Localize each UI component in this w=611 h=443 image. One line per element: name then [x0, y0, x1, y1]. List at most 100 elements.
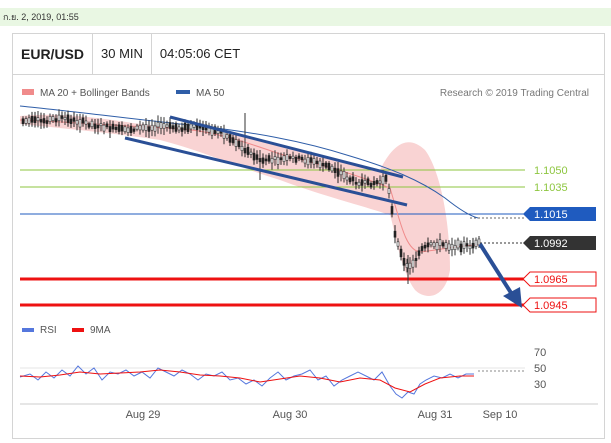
candle-body: [390, 206, 394, 215]
candle-body: [87, 123, 91, 128]
candle-body: [285, 154, 289, 161]
candle-body: [375, 180, 379, 185]
ma9-line: [19, 369, 474, 393]
candle-body: [252, 152, 256, 161]
candle-body: [363, 180, 367, 184]
rsi-legend-label: RSI: [40, 325, 57, 336]
level-label-1035: 1.1035: [534, 182, 568, 194]
header-divider: [13, 74, 604, 75]
candle-body: [114, 126, 118, 130]
level-badge-0965: 1.0965: [522, 271, 597, 287]
candle-body: [453, 245, 457, 250]
candle-body: [183, 122, 187, 131]
candle-body: [27, 117, 31, 124]
candle-body: [270, 158, 274, 164]
candle-body: [411, 259, 415, 268]
candle-body: [318, 160, 322, 169]
candle-body: [234, 139, 238, 147]
candle-body: [276, 156, 280, 165]
candle-body: [186, 123, 190, 132]
bollinger-band: [20, 114, 450, 296]
candle-body: [255, 154, 259, 160]
candle-body: [417, 250, 421, 256]
symbol-label: EUR/USD: [13, 34, 94, 74]
candle-body: [297, 155, 301, 159]
candle-body: [195, 124, 199, 131]
candle-body: [426, 242, 430, 248]
timeframe-label: 30 MIN: [93, 34, 152, 74]
candle-body: [96, 124, 100, 129]
candle-body: [306, 157, 310, 166]
candle-body: [384, 174, 388, 182]
candle-body: [216, 130, 220, 134]
candle-body: [330, 165, 334, 172]
candle-body: [135, 125, 139, 130]
candle-body: [420, 246, 424, 251]
date-text: ก.ย. 2, 2019, 01:55: [3, 12, 79, 22]
candle-body: [294, 156, 298, 163]
candle-body: [261, 157, 265, 164]
candle-body: [429, 242, 433, 246]
x-label-aug30: Aug 30: [273, 409, 308, 421]
candle-body: [369, 183, 373, 188]
rsi-axis-50: 50: [534, 363, 546, 375]
candle-body: [225, 134, 229, 139]
candle-body: [90, 120, 94, 128]
ma50-legend-swatch: [176, 90, 190, 94]
x-label-sep10: Sep 10: [483, 409, 518, 421]
candle-body: [153, 125, 157, 132]
candle-body: [321, 163, 325, 167]
x-label-aug29: Aug 29: [126, 409, 161, 421]
candle-body: [165, 124, 169, 128]
candle-body: [432, 242, 436, 248]
ma20-legend-swatch: [22, 89, 34, 95]
candle-body: [288, 156, 292, 159]
candle-body: [51, 116, 55, 121]
candle-body: [69, 118, 73, 124]
ma9-legend-swatch: [72, 328, 84, 332]
candle-body: [57, 114, 61, 122]
level-badge-0992: 1.0992: [523, 236, 596, 250]
forecast-arrow: [478, 242, 522, 308]
candle-body: [393, 230, 397, 238]
candle-body: [273, 156, 277, 160]
candle-body: [189, 123, 193, 130]
candle-body: [378, 180, 382, 184]
candle-body: [63, 117, 67, 120]
candle-body: [177, 126, 181, 131]
candle-body: [138, 124, 142, 131]
candle-body: [72, 117, 76, 122]
candle-body: [156, 121, 160, 128]
candle-body: [120, 125, 124, 132]
candle-body: [324, 162, 328, 168]
candle-body: [282, 155, 286, 162]
candle-body: [102, 124, 106, 132]
candle-body: [435, 242, 439, 251]
candle-body: [240, 146, 244, 151]
candle-body: [462, 241, 466, 249]
candle-body: [309, 157, 313, 163]
candle-body: [303, 158, 307, 164]
candle-body: [159, 122, 163, 129]
level-label-0992: 1.0992: [534, 238, 568, 250]
candle-body: [162, 123, 166, 129]
candle-body: [360, 179, 364, 186]
candle-body: [78, 119, 82, 128]
candle-body: [468, 245, 472, 250]
candle-body: [423, 244, 427, 249]
candle-body: [228, 134, 232, 143]
level-label-0965: 1.0965: [534, 274, 568, 286]
candle-body: [441, 242, 445, 247]
candle-body: [237, 140, 241, 148]
candle-body: [141, 124, 145, 131]
candle-body: [48, 116, 52, 122]
candle-body: [471, 242, 475, 249]
candle-body: [444, 242, 448, 249]
candle-body: [33, 116, 37, 123]
candle-body: [279, 157, 283, 161]
level-badge-0945: 1.0945: [522, 297, 597, 313]
candle-body: [54, 118, 58, 123]
candle-body: [81, 117, 85, 124]
candle-body: [105, 123, 109, 128]
